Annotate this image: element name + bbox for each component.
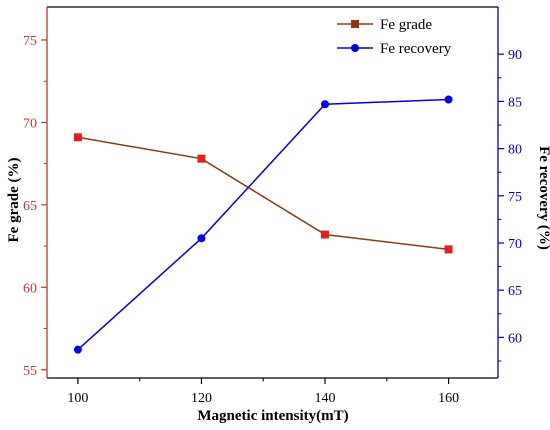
data-point <box>197 154 206 163</box>
left-y-tick-label: 55 <box>23 364 37 379</box>
x-tick-label: 120 <box>191 391 212 406</box>
series-line <box>77 98 449 351</box>
legend-marker <box>351 44 359 52</box>
data-point <box>444 245 453 254</box>
right-y-tick-label: 90 <box>508 48 522 63</box>
right-y-tick-label: 60 <box>508 331 522 346</box>
axes-layer: 100 120 140 160 55 60 65 70 75 60 65 70 75 80 85 90 <box>23 6 522 406</box>
legend: Fe grade Fe recovery <box>337 17 452 57</box>
data-point <box>73 345 82 354</box>
right-y-tick-label: 70 <box>508 237 522 252</box>
right-y-axis-title: Fe recovery (%) <box>536 146 550 250</box>
left-y-tick-label: 75 <box>23 34 37 49</box>
data-point <box>197 234 206 243</box>
x-tick-label: 160 <box>438 391 459 406</box>
right-y-tick-label: 75 <box>508 190 522 205</box>
data-point <box>73 133 82 142</box>
right-y-tick-label: 85 <box>508 95 522 110</box>
x-axis-title: Magnetic intensity(mT) <box>197 408 348 424</box>
data-point <box>321 100 330 109</box>
legend-label: Fe grade <box>380 17 432 33</box>
series-layer <box>73 95 453 354</box>
left-y-tick-label: 65 <box>23 199 37 214</box>
left-y-axis-title: Fe grade (%) <box>6 158 22 243</box>
data-point <box>321 230 330 239</box>
right-y-tick-label: 80 <box>508 143 522 158</box>
left-y-tick-label: 70 <box>23 116 37 131</box>
legend-label: Fe recovery <box>380 41 452 57</box>
right-y-tick-label: 65 <box>508 284 522 299</box>
x-tick-label: 100 <box>67 391 88 406</box>
legend-marker <box>351 20 359 28</box>
data-point <box>444 95 453 104</box>
left-y-tick-label: 60 <box>23 281 37 296</box>
x-tick-label: 140 <box>315 391 336 406</box>
series-line <box>77 136 449 251</box>
